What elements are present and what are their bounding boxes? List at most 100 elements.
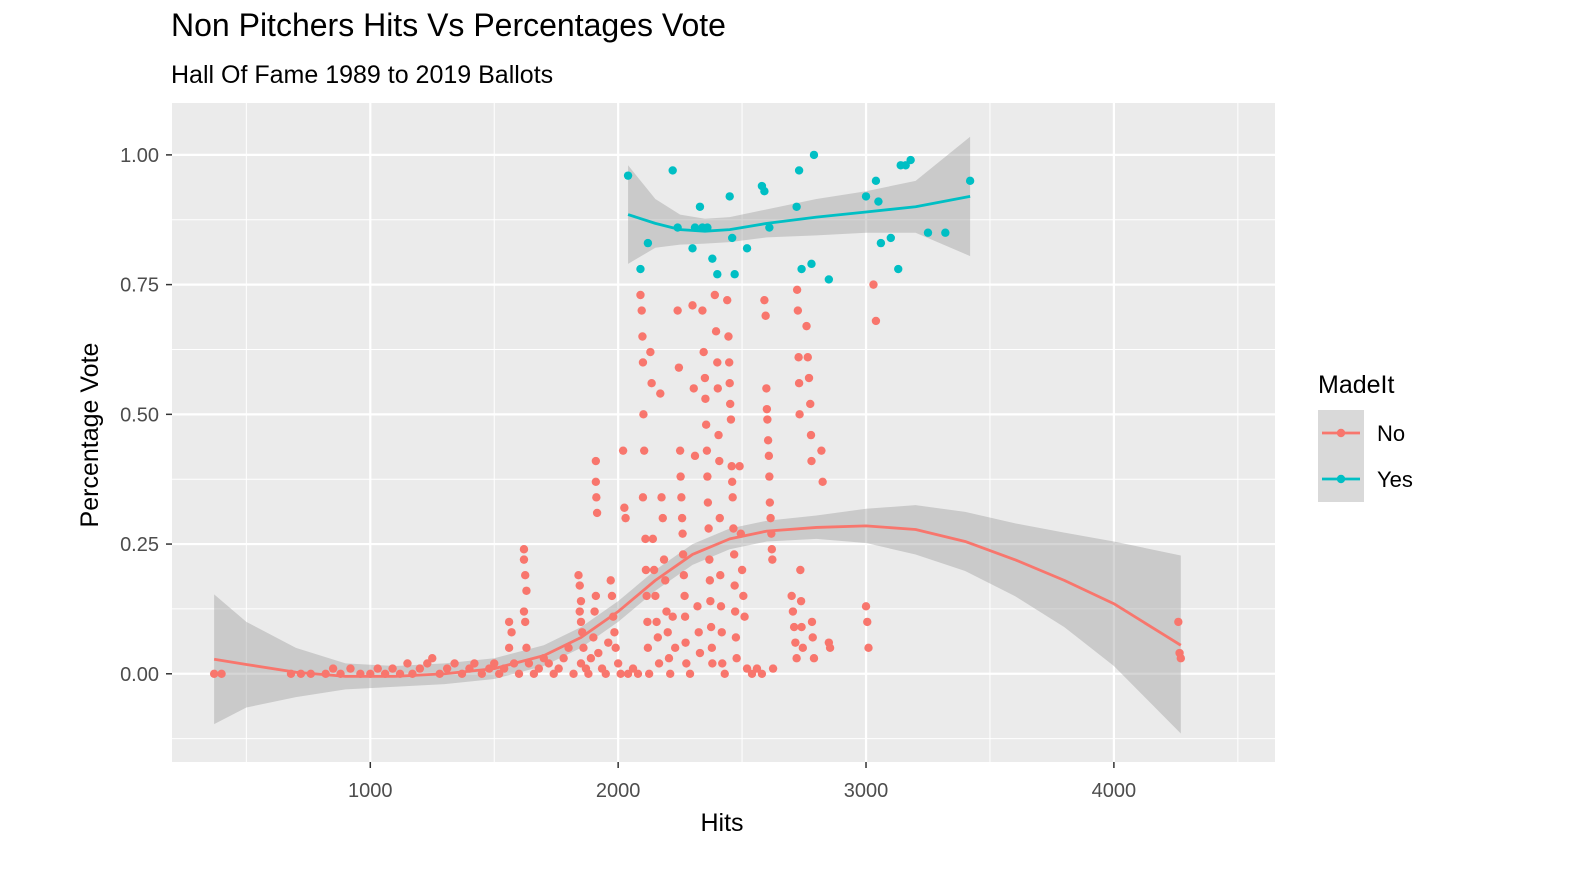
point-no — [638, 358, 648, 367]
point-no — [678, 529, 687, 538]
point-no — [802, 321, 811, 331]
point-no — [757, 669, 767, 678]
point-no — [654, 659, 664, 668]
point-no — [735, 462, 744, 471]
point-no — [639, 410, 648, 419]
point-no — [652, 617, 661, 627]
point-yes — [824, 275, 834, 284]
point-no — [727, 462, 736, 471]
point-no — [658, 513, 667, 523]
point-no — [633, 669, 643, 678]
point-no — [663, 628, 672, 637]
point-no — [346, 664, 355, 673]
point-no — [698, 306, 707, 315]
point-no — [763, 415, 772, 424]
point-no — [591, 591, 601, 601]
y-axis-title: Percentage Vote — [76, 343, 104, 528]
point-no — [477, 669, 487, 678]
point-no — [689, 384, 698, 393]
point-no — [637, 306, 646, 315]
chart-subtitle: Hall Of Fame 1989 to 2019 Ballots — [171, 61, 553, 89]
point-no — [711, 327, 721, 336]
point-no — [589, 633, 598, 642]
point-no — [677, 513, 687, 523]
point-no — [490, 659, 499, 668]
point-no — [643, 617, 652, 627]
point-no — [1176, 654, 1186, 663]
point-no — [807, 617, 817, 627]
point-no — [763, 436, 773, 445]
point-no — [681, 638, 690, 647]
point-no — [574, 570, 583, 580]
point-no — [765, 472, 774, 481]
point-no — [685, 669, 695, 678]
point-no — [674, 363, 684, 372]
point-no — [766, 513, 775, 523]
point-yes — [760, 187, 769, 196]
point-no — [723, 295, 732, 305]
point-no — [591, 456, 601, 466]
point-no — [673, 306, 682, 315]
point-no — [675, 446, 685, 455]
point-no — [871, 316, 881, 326]
point-no — [752, 664, 762, 673]
y-tick-label: 1.00 — [120, 145, 159, 167]
point-no — [716, 570, 725, 580]
point-no — [373, 664, 382, 673]
point-yes — [923, 228, 933, 237]
point-no — [620, 503, 629, 512]
point-no — [765, 498, 775, 507]
point-yes — [965, 176, 975, 186]
point-no — [662, 607, 671, 616]
point-no — [716, 602, 726, 611]
point-yes — [643, 238, 653, 248]
point-no — [670, 643, 680, 653]
point-no — [694, 628, 703, 637]
point-no — [651, 591, 660, 601]
axis-ticks: 1000 2000 3000 4000 0.00 0.25 0.50 0.75 1.00 — [120, 145, 1136, 802]
point-no — [796, 565, 805, 575]
legend-label-no: No — [1377, 421, 1405, 446]
legend-point-yes — [1336, 474, 1346, 484]
point-no — [666, 669, 675, 678]
point-no — [693, 602, 702, 611]
confidence-band-yes — [628, 136, 971, 264]
point-no — [728, 493, 737, 502]
legend-point-no — [1336, 428, 1346, 438]
smooth-line-yes — [627, 195, 971, 233]
point-no — [742, 664, 752, 673]
point-no — [529, 669, 539, 678]
point-no — [695, 648, 705, 658]
point-no — [818, 477, 827, 486]
point-no — [591, 477, 601, 486]
point-no — [729, 550, 739, 559]
point-no — [423, 659, 432, 668]
point-no — [803, 353, 812, 362]
point-no — [718, 659, 727, 668]
point-no — [641, 565, 651, 575]
point-no — [522, 643, 531, 653]
point-no — [825, 643, 835, 653]
point-no — [519, 555, 529, 564]
point-no — [649, 565, 659, 575]
point-no — [708, 659, 717, 668]
point-no — [594, 648, 603, 658]
point-no — [549, 669, 558, 678]
point-no — [610, 628, 619, 637]
point-no — [768, 555, 777, 564]
point-yes — [894, 264, 903, 274]
point-yes — [765, 223, 774, 232]
point-no — [789, 622, 799, 632]
point-no — [817, 446, 826, 455]
point-no — [804, 373, 814, 383]
y-tick-label: 0.75 — [120, 275, 159, 297]
point-yes — [797, 264, 806, 274]
point-no — [808, 633, 817, 642]
point-no — [705, 555, 714, 564]
point-no — [795, 410, 804, 419]
x-tick-label: 1000 — [348, 780, 393, 802]
point-yes — [695, 202, 705, 211]
point-no — [760, 295, 769, 305]
point-no — [646, 347, 655, 357]
point-no — [607, 591, 617, 601]
